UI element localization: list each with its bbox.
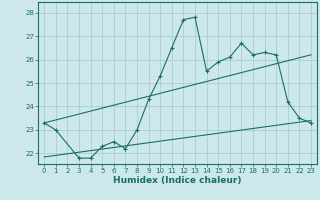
X-axis label: Humidex (Indice chaleur): Humidex (Indice chaleur) xyxy=(113,176,242,185)
